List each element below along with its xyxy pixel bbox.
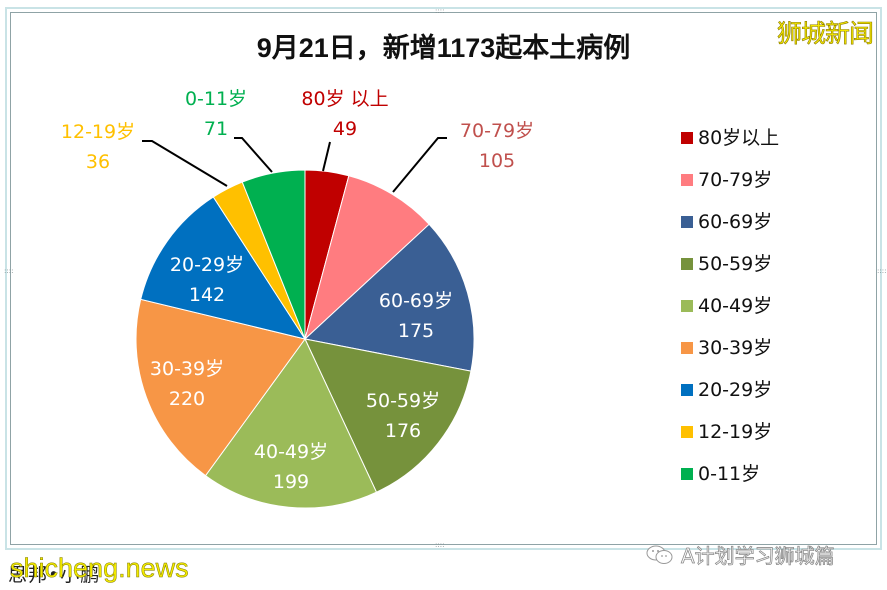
legend-label: 40-49岁 bbox=[698, 295, 773, 317]
leader-line bbox=[392, 137, 447, 193]
legend-label: 60-69岁 bbox=[698, 211, 773, 233]
data-label-category: 60-69岁 bbox=[378, 290, 454, 312]
data-label-value: 36 bbox=[85, 151, 111, 173]
leader-line bbox=[142, 140, 228, 187]
legend-swatch bbox=[681, 174, 693, 186]
legend-item[interactable]: 40-49岁 bbox=[681, 294, 779, 336]
legend-swatch bbox=[681, 342, 693, 354]
legend-swatch bbox=[681, 216, 693, 228]
data-label-value: 49 bbox=[332, 118, 358, 140]
legend-swatch bbox=[681, 468, 693, 480]
wechat-icon bbox=[646, 545, 673, 564]
wechat-account-name: A计划学习狮城篇 bbox=[681, 544, 835, 569]
pie-slice-6[interactable] bbox=[140, 196, 307, 340]
legend-item[interactable]: 50-59岁 bbox=[681, 252, 779, 294]
chart-frame-outer bbox=[5, 7, 882, 550]
data-label-category: 40-49岁 bbox=[253, 441, 329, 463]
data-label-category: 20-29岁 bbox=[169, 254, 245, 276]
pie-slice-2[interactable] bbox=[303, 223, 475, 372]
resize-handle-bottom[interactable]: :::: bbox=[435, 541, 445, 549]
legend-item[interactable]: 12-19岁 bbox=[681, 420, 779, 462]
data-label: 0-11岁 71 bbox=[185, 84, 247, 144]
resize-handle-right[interactable]: :::: bbox=[877, 267, 887, 275]
data-label-category: 70-79岁 bbox=[459, 120, 535, 142]
legend-label: 12-19岁 bbox=[698, 421, 773, 443]
data-label-value: 199 bbox=[272, 471, 310, 493]
data-label-value: 220 bbox=[168, 388, 206, 410]
legend-item[interactable]: 20-29岁 bbox=[681, 378, 779, 420]
data-label: 40-49岁 199 bbox=[254, 437, 328, 497]
pie-slice-1[interactable] bbox=[304, 175, 430, 341]
legend-label: 30-39岁 bbox=[698, 337, 773, 359]
legend-item[interactable]: 70-79岁 bbox=[681, 168, 779, 210]
data-label-category: 0-11岁 bbox=[184, 88, 248, 110]
pie-slice-3[interactable] bbox=[304, 338, 472, 493]
data-label: 80岁 以上 49 bbox=[301, 84, 388, 144]
data-label-category: 50-59岁 bbox=[365, 390, 441, 412]
legend-label: 70-79岁 bbox=[698, 169, 773, 191]
legend-item[interactable]: 60-69岁 bbox=[681, 210, 779, 252]
pie-slices bbox=[135, 169, 475, 509]
site-watermark: shicheng.news bbox=[10, 553, 189, 584]
legend-swatch bbox=[681, 132, 693, 144]
legend-label: 0-11岁 bbox=[698, 463, 761, 485]
legend-swatch bbox=[681, 258, 693, 270]
data-label: 70-79岁 105 bbox=[460, 116, 534, 176]
legend-swatch bbox=[681, 426, 693, 438]
legend-swatch bbox=[681, 384, 693, 396]
pie-slice-5[interactable] bbox=[135, 298, 306, 477]
legend-label: 80岁以上 bbox=[698, 127, 780, 149]
data-label: 20-29岁 142 bbox=[170, 250, 244, 310]
legend-item[interactable]: 30-39岁 bbox=[681, 336, 779, 378]
data-label: 30-39岁 220 bbox=[150, 354, 224, 414]
legend-swatch bbox=[681, 300, 693, 312]
resize-handle-left[interactable]: :::: bbox=[4, 267, 14, 275]
resize-handle-top[interactable]: :::: bbox=[435, 7, 445, 15]
leader-lines bbox=[142, 137, 447, 193]
legend-item[interactable]: 0-11岁 bbox=[681, 462, 779, 504]
brand-watermark: 狮城新闻 bbox=[776, 19, 875, 49]
chart-title: 9月21日，新增1173起本土病例 bbox=[256, 33, 631, 63]
wechat-watermark: A计划学习狮城篇 bbox=[645, 540, 835, 569]
data-label: 12-19岁 36 bbox=[61, 117, 135, 177]
data-label-value: 71 bbox=[203, 118, 229, 140]
data-label-category: 12-19岁 bbox=[60, 121, 136, 143]
legend-label: 20-29岁 bbox=[698, 379, 773, 401]
leader-line bbox=[322, 141, 331, 172]
data-label: 50-59岁 176 bbox=[366, 386, 440, 446]
caption-watermark: 思邦•小鹏 bbox=[8, 564, 101, 586]
data-label-category: 30-39岁 bbox=[149, 358, 225, 380]
data-label-value: 105 bbox=[478, 150, 516, 172]
data-label: 60-69岁 175 bbox=[379, 286, 453, 346]
leader-line bbox=[234, 137, 273, 173]
data-label-category: 80岁 以上 bbox=[301, 88, 389, 110]
legend-label: 50-59岁 bbox=[698, 253, 773, 275]
legend: 80岁以上 70-79岁 60-69岁 50-59岁 40-49岁 30-39岁 20-29… bbox=[681, 126, 779, 504]
data-label-value: 176 bbox=[384, 420, 422, 442]
data-label-value: 175 bbox=[397, 320, 435, 342]
pie-slice-8[interactable] bbox=[241, 169, 306, 340]
data-label-value: 142 bbox=[188, 284, 226, 306]
pie-slice-4[interactable] bbox=[204, 338, 378, 509]
legend-item[interactable]: 80岁以上 bbox=[681, 126, 779, 168]
